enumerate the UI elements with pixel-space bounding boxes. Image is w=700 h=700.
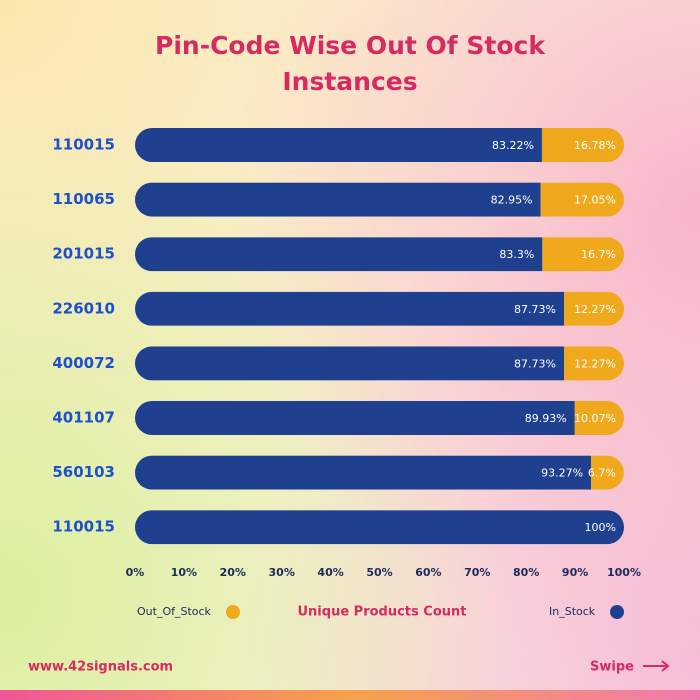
- y-tick-label: 110015: [52, 136, 115, 154]
- swipe-label[interactable]: Swipe: [590, 660, 634, 675]
- y-tick-label: 110065: [52, 190, 115, 208]
- bar-segment: [563, 346, 624, 381]
- value-label: 87.73%: [514, 357, 556, 370]
- value-label: 83.22%: [492, 139, 534, 152]
- bar-segment: [591, 455, 624, 490]
- swipe-arrow[interactable]: [643, 660, 670, 672]
- value-label: 6.7%: [588, 467, 616, 480]
- x-tick-label: 20%: [220, 566, 246, 579]
- value-label: 17.05%: [574, 194, 616, 207]
- bar-segment: [135, 510, 624, 545]
- chart-title: Pin-Code Wise Out Of Stock Instances: [155, 31, 545, 96]
- value-label: 16.7%: [581, 248, 616, 261]
- bar-segment: [135, 346, 564, 381]
- legend-swatch: [610, 605, 624, 619]
- x-tick-label: 30%: [269, 566, 295, 579]
- bar-row: [135, 346, 624, 381]
- value-label: 82.95%: [491, 194, 533, 207]
- value-label: 83.3%: [499, 248, 534, 261]
- bar-segment: [135, 128, 542, 162]
- bar-row: [135, 128, 624, 162]
- value-label: 12.27%: [574, 303, 616, 316]
- legend-label: Out_Of_Stock: [137, 605, 212, 618]
- x-axis-label: Unique Products Count: [298, 605, 467, 620]
- y-tick-label: 226010: [52, 299, 115, 317]
- value-label: 10.07%: [574, 412, 616, 425]
- footer-strip: [0, 690, 700, 700]
- bar-segment: [563, 291, 624, 326]
- bar-row: [135, 237, 624, 272]
- y-tick-label: 110015: [52, 518, 115, 536]
- bar-segment: [542, 237, 624, 272]
- x-tick-label: 70%: [464, 566, 490, 579]
- bar-row: [135, 510, 624, 545]
- x-tick-label: 0%: [126, 566, 145, 579]
- value-label: 93.27%: [541, 467, 583, 480]
- x-tick-label: 90%: [562, 566, 588, 579]
- value-label: 87.73%: [514, 303, 556, 316]
- value-label: 89.93%: [525, 412, 567, 425]
- legend-swatch: [226, 605, 240, 619]
- value-label: 16.78%: [574, 139, 616, 152]
- y-tick-label: 401107: [52, 409, 115, 427]
- bar-segment: [541, 128, 624, 162]
- y-tick-label: 400072: [52, 354, 115, 372]
- x-tick-label: 60%: [415, 566, 441, 579]
- bar-segment: [540, 182, 624, 217]
- bar-segment: [574, 401, 624, 435]
- x-tick-label: 80%: [513, 566, 539, 579]
- bar-segment: [135, 182, 541, 217]
- bar-segment: [135, 401, 575, 435]
- y-tick-label: 201015: [52, 245, 115, 263]
- bar-row: [135, 182, 624, 217]
- bar-segment: [135, 455, 592, 490]
- bar-row: [135, 291, 624, 326]
- bar-row: [135, 455, 624, 490]
- bar-row: [135, 401, 624, 435]
- y-tick-label: 560103: [52, 463, 115, 481]
- bar-segment: [135, 291, 564, 326]
- bar-segment: [135, 237, 543, 272]
- value-label: 12.27%: [574, 357, 616, 370]
- legend-label: In_Stock: [549, 605, 596, 618]
- x-tick-label: 40%: [317, 566, 343, 579]
- x-tick-label: 100%: [607, 566, 641, 579]
- website: www.42signals.com: [28, 660, 173, 675]
- x-tick-label: 50%: [366, 566, 392, 579]
- value-label: 100%: [585, 521, 616, 534]
- x-tick-label: 10%: [171, 566, 197, 579]
